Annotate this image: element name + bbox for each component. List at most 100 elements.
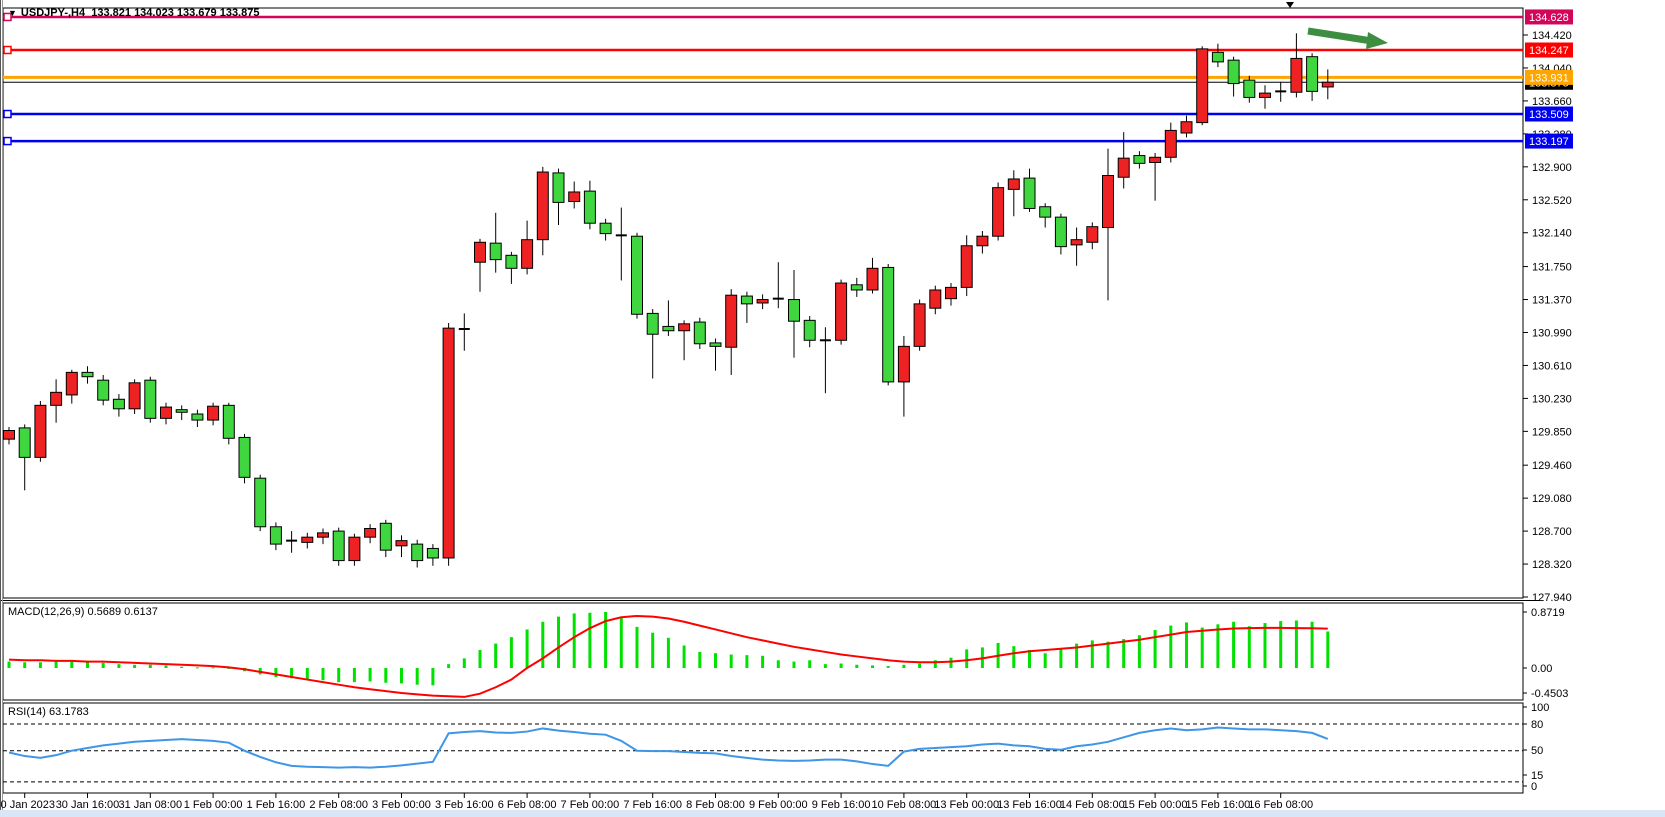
macd-histogram-bar <box>541 621 545 668</box>
rsi-axis-label: 15 <box>1531 770 1543 782</box>
macd-histogram-bar <box>1169 625 1173 668</box>
time-tick-label: 10 Feb 08:00 <box>871 799 936 811</box>
macd-histogram-bar <box>1247 626 1251 668</box>
bear-candle <box>850 284 863 291</box>
macd-histogram-bar <box>525 629 529 668</box>
price-tick-label: 130.230 <box>1532 393 1572 405</box>
bull-candle <box>1259 92 1271 98</box>
symbol-dropdown-icon[interactable]: ▼ <box>8 8 17 18</box>
trend-arrow-annotation[interactable] <box>1307 27 1388 49</box>
support-line-1-handle[interactable] <box>3 109 12 119</box>
bull-candle <box>568 191 581 203</box>
price-tick-label: 134.420 <box>1532 30 1572 42</box>
price-tick-label: 128.700 <box>1532 526 1572 538</box>
bull-candle <box>960 245 973 288</box>
rsi-indicator-label: RSI(14) 63.1783 <box>8 706 89 718</box>
price-tag <box>1525 9 1573 25</box>
macd-axis-label: 0.8719 <box>1531 607 1565 619</box>
macd-histogram-bar <box>651 632 655 668</box>
price-tag-label: 133.509 <box>1529 109 1569 121</box>
horizontal-lines[interactable] <box>3 12 1523 146</box>
macd-histogram-bar <box>682 645 686 668</box>
time-tick-label: 3 Feb 16:00 <box>435 799 494 811</box>
macd-histogram-bar <box>7 661 11 668</box>
macd-histogram-bar <box>823 664 827 668</box>
macd-histogram-bar <box>1028 650 1031 668</box>
macd-histogram-bar <box>1153 630 1157 668</box>
macd-histogram-bar <box>352 668 356 683</box>
indicator-scales: 0.8719 0.00 -0.4503 100 80 50 150 <box>1523 607 1568 793</box>
time-tick-label: 9 Feb 00:00 <box>749 799 808 811</box>
bull-candle <box>1070 239 1083 246</box>
bull-candle <box>65 371 78 396</box>
bull-candle <box>835 282 848 341</box>
bull-candle <box>474 241 486 263</box>
bull-candle <box>1086 226 1099 243</box>
macd-histogram-bar <box>949 657 953 668</box>
bull-candle <box>1164 129 1177 158</box>
macd-histogram-bar <box>368 668 372 682</box>
support-line-2-handle[interactable] <box>3 136 12 146</box>
bear-candle <box>489 242 502 261</box>
time-tick-label: 6 Feb 08:00 <box>498 799 557 811</box>
rsi-axis-label: 50 <box>1531 745 1543 757</box>
macd-histogram-bar <box>1200 627 1204 668</box>
macd-panel <box>7 611 1330 698</box>
bear-candle <box>1243 79 1256 98</box>
macd-histogram-bar <box>902 664 906 668</box>
time-scale[interactable]: 30 Jan 2023 30 Jan 16:00 31 Jan 08:00 1 Feb… <box>0 793 1313 811</box>
bull-candle <box>1290 57 1303 93</box>
time-tick-label: 31 Jan 08:00 <box>118 799 182 811</box>
macd-histogram-bar <box>1279 621 1283 668</box>
macd-histogram-bar <box>1232 621 1236 668</box>
macd-histogram-bar <box>384 668 388 683</box>
price-tick-label: 132.900 <box>1532 162 1572 174</box>
macd-indicator-label: MACD(12,26,9) 0.5689 0.6137 <box>8 606 158 618</box>
macd-histogram-bar <box>1090 640 1094 668</box>
bull-candle <box>34 404 47 458</box>
bear-candle <box>18 427 31 458</box>
time-tick-label: 13 Feb 00:00 <box>934 799 999 811</box>
resistance-line-upper-handle[interactable] <box>3 12 12 22</box>
macd-histogram-bar <box>761 655 765 668</box>
bull-candle <box>364 527 377 538</box>
price-tick-label: 133.660 <box>1532 96 1572 108</box>
macd-histogram-bar <box>933 660 937 668</box>
bull-candle <box>929 289 942 309</box>
time-tick-label: 16 Feb 08:00 <box>1248 799 1313 811</box>
macd-histogram-bar <box>557 616 560 668</box>
bear-candle <box>662 325 675 332</box>
macd-histogram-bar <box>1294 620 1298 668</box>
macd-histogram-bar <box>478 650 482 668</box>
bear-candle <box>788 299 800 322</box>
chart-shift-marker[interactable] <box>1286 2 1294 8</box>
macd-histogram-bar <box>1310 621 1314 668</box>
macd-histogram-bar <box>698 651 702 668</box>
bear-candle <box>269 526 282 545</box>
resistance-line-handle[interactable] <box>3 45 12 55</box>
macd-histogram-bar <box>855 664 859 668</box>
price-tick-label: 131.370 <box>1532 295 1572 307</box>
time-tick-label: 15 Feb 16:00 <box>1185 799 1250 811</box>
price-scale[interactable]: 134.420134.040133.660133.280132.900132.5… <box>1523 9 1573 604</box>
price-tag <box>1525 42 1573 58</box>
price-tag-label: 133.931 <box>1529 72 1569 84</box>
macd-histogram-bar <box>70 661 74 668</box>
price-tick-label: 128.320 <box>1532 559 1572 571</box>
macd-signal-line <box>8 614 1328 698</box>
bull-candle <box>678 323 691 332</box>
macd-histogram-bar <box>666 637 670 668</box>
bear-candle <box>222 404 235 439</box>
bull-candle <box>317 532 329 538</box>
macd-histogram-bar <box>635 626 639 668</box>
bear-candle <box>1023 177 1036 209</box>
macd-histogram-bar <box>164 665 168 668</box>
bear-candle <box>1211 51 1224 63</box>
bull-candle <box>50 391 63 406</box>
macd-histogram-bar <box>23 662 27 668</box>
macd-histogram-bar <box>1043 653 1047 668</box>
macd-histogram-bar <box>1106 641 1110 668</box>
chart-title: ▼ USDJPY-,H4 133.821 134.023 133.679 133.… <box>8 7 259 19</box>
